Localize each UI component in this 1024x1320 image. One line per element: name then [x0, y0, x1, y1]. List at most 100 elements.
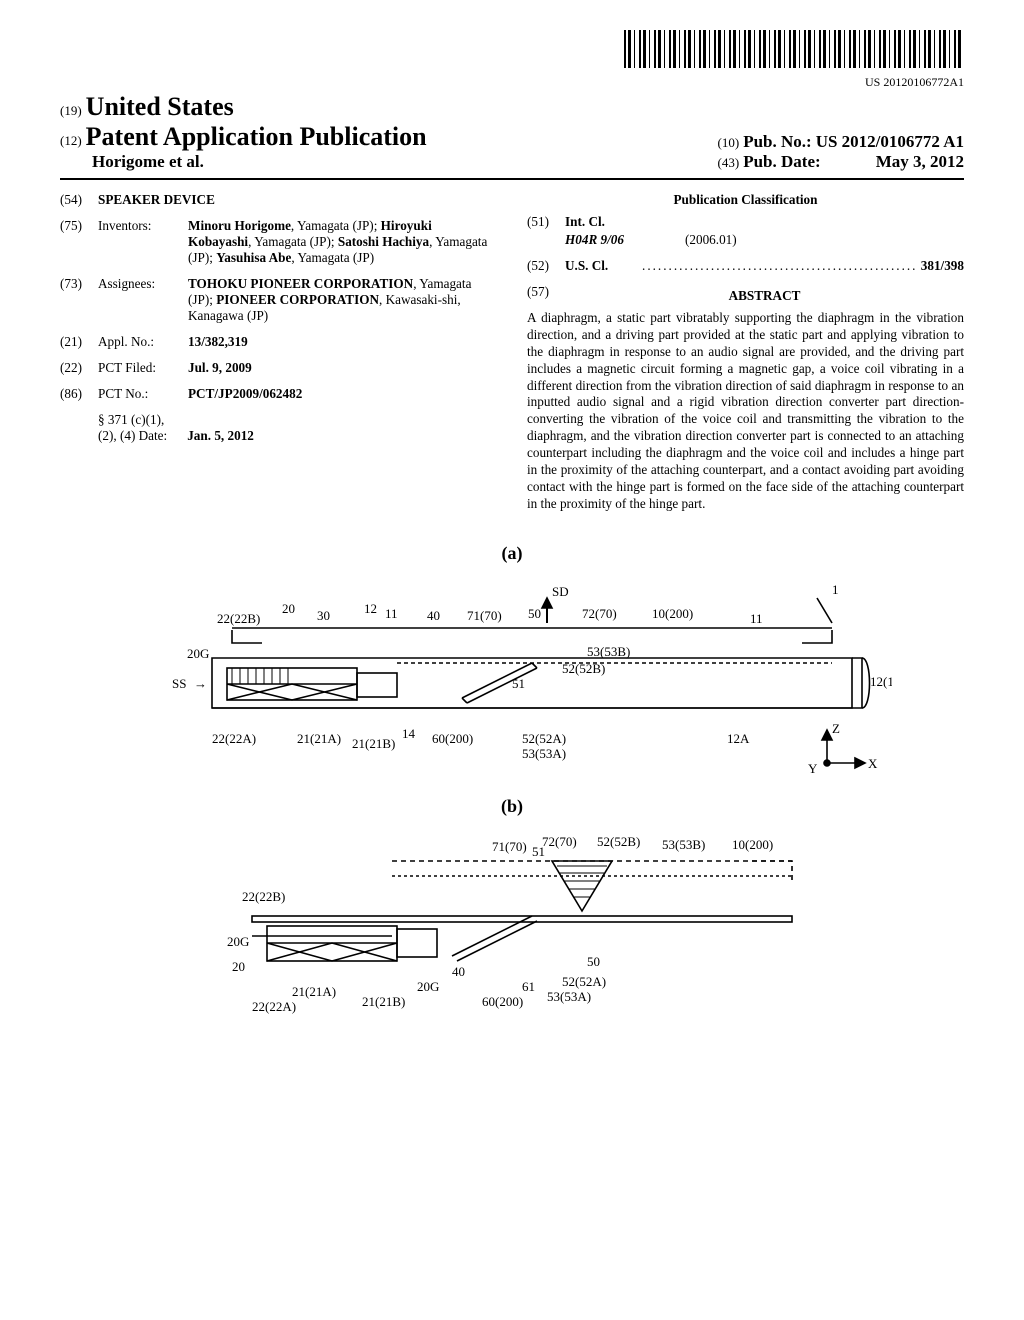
blbl-22-22B: 22(22B)	[242, 889, 285, 904]
blbl-21-21B: 21(21B)	[362, 994, 405, 1009]
intcl-label: Int. Cl.	[565, 214, 964, 230]
applno-label: Appl. No.:	[98, 334, 188, 350]
lbl-20: 20	[282, 601, 295, 616]
lbl-SS: SS	[172, 676, 186, 691]
code-54: (54)	[60, 192, 98, 208]
intcl-year: (2006.01)	[685, 232, 737, 248]
divider	[60, 178, 964, 180]
inventor-1: Minoru Horigome	[188, 218, 291, 233]
code-75: (75)	[60, 218, 98, 266]
fig-b-label: (b)	[60, 796, 964, 817]
figures-region: (a)	[60, 543, 964, 1021]
lbl-Y: Y	[808, 761, 818, 776]
pctno: PCT/JP2009/062482	[188, 386, 497, 402]
blbl-72-70: 72(70)	[542, 834, 577, 849]
inventor-4: Yasuhisa Abe	[216, 250, 291, 265]
lbl-72-70: 72(70)	[582, 606, 617, 621]
blbl-60-200: 60(200)	[482, 994, 523, 1009]
assignee-2: PIONEER CORPORATION	[216, 292, 379, 307]
country: United States	[86, 92, 234, 121]
lbl-21-21B: 21(21B)	[352, 736, 395, 751]
uscl-dots: ........................................…	[642, 258, 917, 273]
lbl-12: 12	[364, 601, 377, 616]
inventor-3: Satoshi Hachiya	[338, 234, 429, 249]
barcode-region: US 20120106772A1	[60, 30, 964, 90]
blbl-21-21A: 21(21A)	[292, 984, 336, 999]
blbl-20G2: 20G	[417, 979, 439, 994]
lbl-40: 40	[427, 608, 440, 623]
lbl-53-53B: 53(53B)	[587, 644, 630, 659]
code-21: (21)	[60, 334, 98, 350]
lbl-SD: SD	[552, 584, 569, 599]
blank-code	[60, 412, 98, 444]
applno: 13/382,319	[188, 334, 497, 350]
blbl-71-70: 71(70)	[492, 839, 527, 854]
code-52: (52)	[527, 258, 565, 274]
uscl-label: U.S. Cl.	[565, 258, 625, 274]
lbl-14: 14	[402, 726, 416, 741]
barcode-graphic	[624, 30, 964, 68]
pub-type: Patent Application Publication	[86, 122, 427, 151]
figure-a: SD 1 50 72(70) 10(200) 11 12 11 20 30 40…	[132, 568, 892, 778]
pubno: US 2012/0106772 A1	[816, 132, 964, 151]
lbl-22-22A: 22(22A)	[212, 731, 256, 746]
body-columns: (54) SPEAKER DEVICE (75) Inventors: Mino…	[60, 192, 964, 513]
left-column: (54) SPEAKER DEVICE (75) Inventors: Mino…	[60, 192, 497, 513]
inventors-label: Inventors:	[98, 218, 188, 266]
fig-a-label: (a)	[60, 543, 964, 564]
lbl-71-70: 71(70)	[467, 608, 502, 623]
blbl-52-52B: 52(52B)	[597, 834, 640, 849]
lbl-60-200: 60(200)	[432, 731, 473, 746]
invention-title: SPEAKER DEVICE	[98, 192, 497, 208]
right-column: Publication Classification (51) Int. Cl.…	[527, 192, 964, 513]
lbl-50: 50	[528, 606, 541, 621]
blbl-40: 40	[452, 964, 465, 979]
blbl-22-22A: 22(22A)	[252, 999, 296, 1014]
lbl-51: 51	[512, 676, 525, 691]
lbl-1: 1	[832, 582, 839, 597]
code-22: (22)	[60, 360, 98, 376]
header-block: (19) United States (12) Patent Applicati…	[60, 92, 964, 172]
code-12: (12)	[60, 133, 82, 148]
blbl-52-52A: 52(52A)	[562, 974, 606, 989]
lbl-12A: 12A	[727, 731, 750, 746]
figure-b: 72(70) 71(70) 51 52(52B) 53(53B) 10(200)…	[192, 821, 832, 1021]
pctno-label: PCT No.:	[98, 386, 188, 402]
pubno-label: Pub. No.:	[743, 132, 811, 151]
barcode-number: US 20120106772A1	[60, 75, 964, 90]
code-57: (57)	[527, 284, 565, 308]
lbl-52-52B: 52(52B)	[562, 661, 605, 676]
blbl-61: 61	[522, 979, 535, 994]
blank	[527, 232, 565, 248]
s371-line1: § 371 (c)(1),	[98, 412, 167, 428]
intcl-code: H04R 9/06	[565, 232, 685, 248]
assignees-label: Assignees:	[98, 276, 188, 324]
blbl-20: 20	[232, 959, 245, 974]
pctfiled: Jul. 9, 2009	[188, 360, 497, 376]
code-51: (51)	[527, 214, 565, 230]
code-43: (43)	[718, 155, 740, 170]
lbl-SS-arrow: →	[194, 676, 207, 691]
code-10: (10)	[718, 135, 740, 150]
abstract-text: A diaphragm, a static part vibratably su…	[527, 310, 964, 513]
lbl-11r: 11	[750, 611, 763, 626]
blbl-20G: 20G	[227, 934, 249, 949]
blbl-53-53B: 53(53B)	[662, 837, 705, 852]
pubdate-label: Pub. Date:	[743, 152, 820, 171]
blbl-51: 51	[532, 844, 545, 859]
lbl-11l: 11	[385, 606, 398, 621]
abstract-label: ABSTRACT	[565, 288, 964, 304]
blbl-10-200: 10(200)	[732, 837, 773, 852]
lbl-21-21A: 21(21A)	[297, 731, 341, 746]
s371-date: Jan. 5, 2012	[167, 428, 497, 444]
lbl-X: X	[868, 756, 878, 771]
assignee-1: TOHOKU PIONEER CORPORATION	[188, 276, 413, 291]
lbl-22-22B: 22(22B)	[217, 611, 260, 626]
lbl-12-100: 12(100)	[870, 674, 892, 689]
s371-line2: (2), (4) Date:	[98, 428, 167, 444]
uscl-value: 381/398	[921, 258, 964, 273]
lbl-10-200: 10(200)	[652, 606, 693, 621]
s371-label: § 371 (c)(1), (2), (4) Date:	[98, 412, 167, 444]
authors-line: Horigome et al.	[60, 152, 427, 172]
blbl-50: 50	[587, 954, 600, 969]
